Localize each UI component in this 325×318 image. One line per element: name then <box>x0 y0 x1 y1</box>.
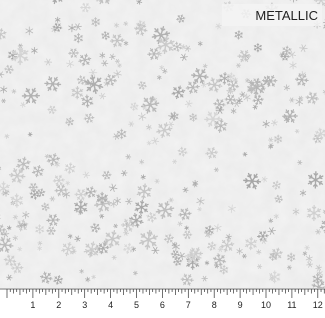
ruler-number: 8 <box>212 300 217 310</box>
ruler-number: 11 <box>287 300 296 310</box>
ruler-number: 1 <box>30 300 35 310</box>
ruler-number: 9 <box>238 300 243 310</box>
ruler-number: 10 <box>261 300 271 310</box>
fabric-texture <box>0 0 325 288</box>
snowflake-center <box>284 56 286 58</box>
ruler-number: 6 <box>160 300 165 310</box>
ruler-number: 3 <box>82 300 87 310</box>
ruler-number: 5 <box>134 300 139 310</box>
ruler-number: 7 <box>186 300 191 310</box>
ruler-number: 2 <box>56 300 61 310</box>
fabric-label: METALLIC <box>255 8 318 23</box>
snowflake-center <box>50 230 52 232</box>
ruler-number: 4 <box>108 300 113 310</box>
fabric-swatch: METALLIC 123456789101112 <box>0 0 325 318</box>
ruler-number: 12 <box>313 300 323 310</box>
page: METALLIC 123456789101112 (() => { const … <box>0 0 325 318</box>
